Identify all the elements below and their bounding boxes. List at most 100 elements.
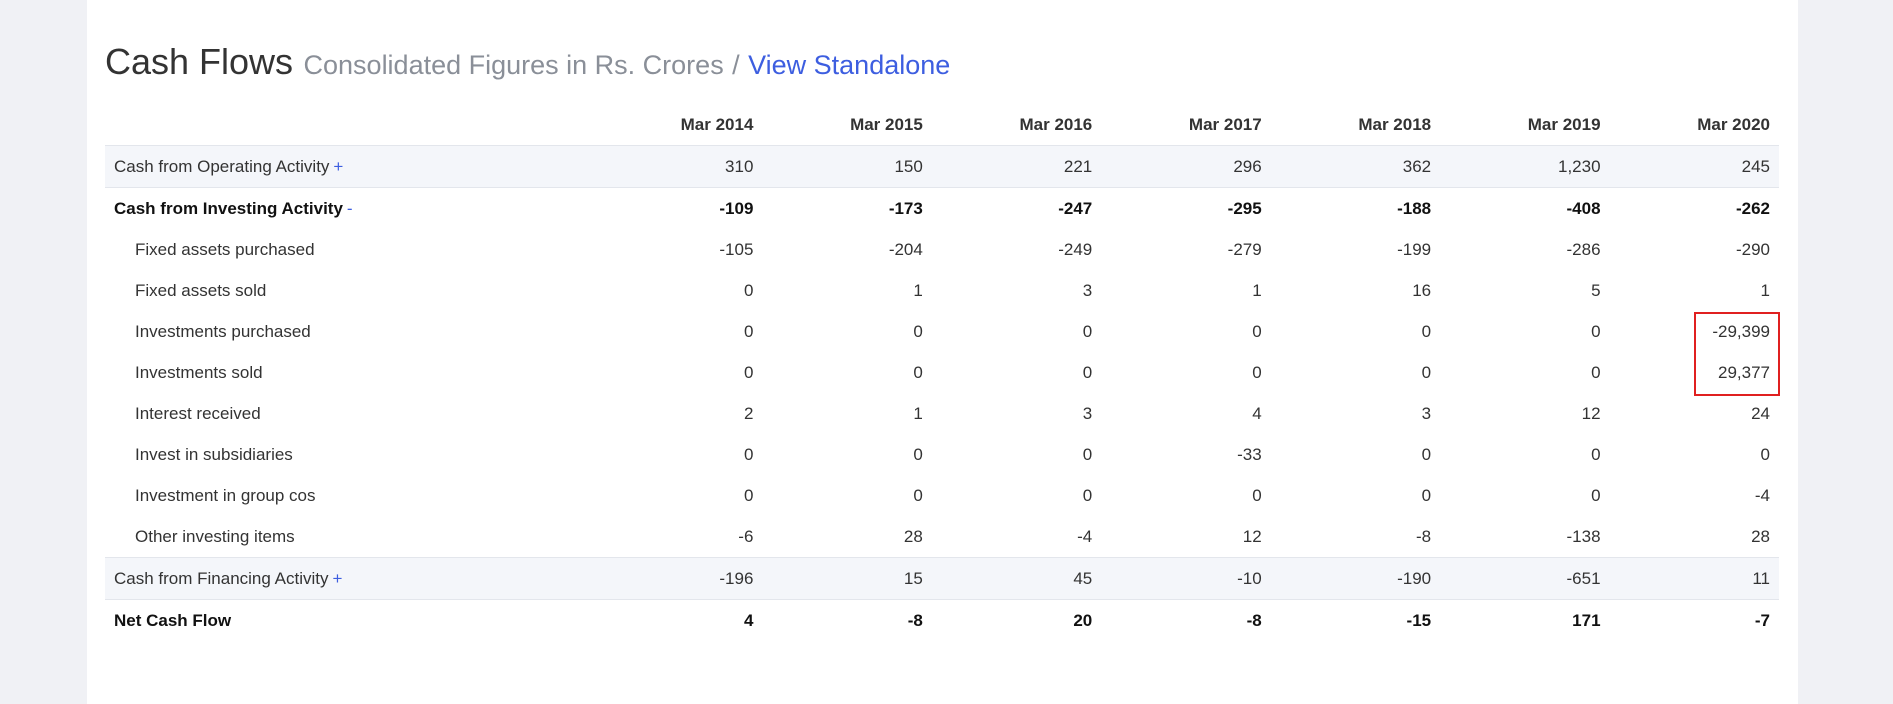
table-cell: -295 [1227, 198, 1262, 218]
table-row: Invest in subsidiaries 0 0 0 -33 0 0 0 [105, 434, 1779, 475]
table-cell: -247 [1058, 198, 1093, 218]
table-cell: 0 [743, 280, 754, 300]
row-label[interactable]: Cash from Operating Activity + [105, 145, 593, 188]
table-cell: 150 [762, 145, 932, 188]
table-cell: -196 [593, 557, 763, 600]
table-cell: 0 [1591, 485, 1601, 505]
table-cell: -8 [907, 610, 923, 630]
table-cell: 24 [1751, 403, 1770, 423]
table-cell: 1 [1760, 280, 1770, 300]
table-header-row: Mar 2014 Mar 2015 Mar 2016 Mar 2017 Mar … [105, 104, 1779, 146]
table-row-net-cash-flow: Net Cash Flow 4 -8 20 -8 -15 171 -7 [105, 600, 1779, 642]
table-row-investing[interactable]: Cash from Investing Activity - -109 -173 … [105, 188, 1779, 230]
table-cell: 0 [1082, 362, 1093, 382]
table-cell: 0 [913, 321, 923, 341]
table-cell: -10 [1101, 557, 1271, 600]
column-header: Mar 2018 [1358, 114, 1432, 134]
table-row: Interest received 2 1 3 4 3 12 24 [105, 393, 1779, 434]
table-cell: 0 [1760, 444, 1770, 464]
table-cell: 0 [913, 444, 923, 464]
table-cell: -249 [1058, 239, 1093, 259]
table-cell: 4 [743, 610, 754, 630]
row-label[interactable]: Cash from Investing Activity - [114, 198, 353, 218]
table-cell: 1,230 [1440, 145, 1610, 188]
table-cell: 0 [1252, 321, 1262, 341]
table-cell: 20 [1073, 610, 1093, 630]
table-cell: 3 [1421, 403, 1432, 423]
cash-flow-table: Mar 2014 Mar 2015 Mar 2016 Mar 2017 Mar … [105, 104, 1779, 641]
table-cell: -138 [1566, 526, 1601, 546]
table-cell: -408 [1566, 198, 1601, 218]
view-standalone-link[interactable]: View Standalone [748, 50, 951, 80]
table-cell: -190 [1270, 557, 1441, 600]
table-cell: -651 [1440, 557, 1610, 600]
table-cell: -29,399 [1712, 321, 1770, 341]
table-row: Fixed assets purchased -105 -204 -249 -2… [105, 229, 1779, 270]
table-row: Investment in group cos 0 0 0 0 0 0 -4 [105, 475, 1779, 516]
row-label: Fixed assets purchased [135, 239, 315, 259]
row-label: Fixed assets sold [135, 280, 267, 300]
table-cell: 310 [593, 145, 763, 188]
table-cell: -188 [1397, 198, 1432, 218]
table-cell: 11 [1609, 557, 1779, 600]
table-cell: 362 [1270, 145, 1441, 188]
table-row-operating[interactable]: Cash from Operating Activity + 310 150 22… [105, 145, 1779, 188]
table-cell: 3 [1082, 280, 1093, 300]
column-header: Mar 2020 [1697, 114, 1770, 134]
expand-toggle[interactable]: + [333, 156, 344, 176]
table-row: Other investing items -6 28 -4 12 -8 -13… [105, 516, 1779, 558]
table-row-financing[interactable]: Cash from Financing Activity + -196 15 45… [105, 557, 1779, 600]
header-label-column [105, 104, 593, 146]
table-cell: 29,377 [1718, 362, 1770, 382]
column-header: Mar 2016 [1019, 114, 1093, 134]
row-label: Invest in subsidiaries [135, 444, 293, 464]
table-cell: -262 [1735, 198, 1770, 218]
row-label[interactable]: Cash from Financing Activity + [105, 557, 593, 600]
expand-toggle[interactable]: + [332, 568, 343, 588]
table-cell: 1 [913, 280, 923, 300]
table-cell: -33 [1237, 444, 1262, 464]
table-cell: 5 [1591, 280, 1601, 300]
table-cell: -199 [1397, 239, 1432, 259]
table-cell: 0 [1421, 362, 1432, 382]
table-cell: 0 [913, 362, 923, 382]
table-cell: -4 [1754, 485, 1770, 505]
section-heading: Cash Flows Consolidated Figures in Rs. C… [105, 36, 950, 96]
table-cell: 0 [913, 485, 923, 505]
section-title: Cash Flows [105, 41, 294, 82]
table-cell: 0 [1082, 485, 1093, 505]
table-row: Fixed assets sold 0 1 3 1 16 5 1 [105, 270, 1779, 311]
table-cell: 0 [1082, 444, 1093, 464]
table-cell: 245 [1609, 145, 1779, 188]
row-label: Investments purchased [135, 321, 311, 341]
table-cell: -105 [719, 239, 754, 259]
column-header: Mar 2014 [680, 114, 754, 134]
table-cell: 45 [931, 557, 1102, 600]
table-cell: -279 [1227, 239, 1262, 259]
table-cell: 4 [1252, 403, 1262, 423]
section-subtitle: Consolidated Figures in Rs. Crores [303, 50, 724, 80]
table-cell: -109 [719, 198, 754, 218]
table-cell: -8 [1246, 610, 1262, 630]
table-row: Investments purchased 0 0 0 0 0 0 -29,39… [105, 311, 1779, 352]
row-label: Interest received [135, 403, 261, 423]
table-cell: 296 [1101, 145, 1271, 188]
table-cell: 0 [743, 321, 754, 341]
table-row: Investments sold 0 0 0 0 0 0 29,377 [105, 352, 1779, 393]
table-cell: 0 [1421, 321, 1432, 341]
table-cell: -8 [1415, 526, 1432, 546]
table-cell: 0 [1082, 321, 1093, 341]
collapse-toggle[interactable]: - [346, 198, 353, 218]
table-cell: 16 [1412, 280, 1432, 300]
table-cell: 15 [762, 557, 932, 600]
table-cell: 171 [1572, 610, 1601, 630]
table-cell: 0 [1421, 444, 1432, 464]
table-cell: -7 [1754, 610, 1770, 630]
table-cell: 1 [913, 403, 923, 423]
table-cell: 2 [743, 403, 754, 423]
table-cell: -290 [1735, 239, 1770, 259]
table-cell: -286 [1566, 239, 1601, 259]
column-header: Mar 2019 [1527, 114, 1601, 134]
table-cell: 0 [1591, 444, 1601, 464]
table-cell: 0 [743, 444, 754, 464]
